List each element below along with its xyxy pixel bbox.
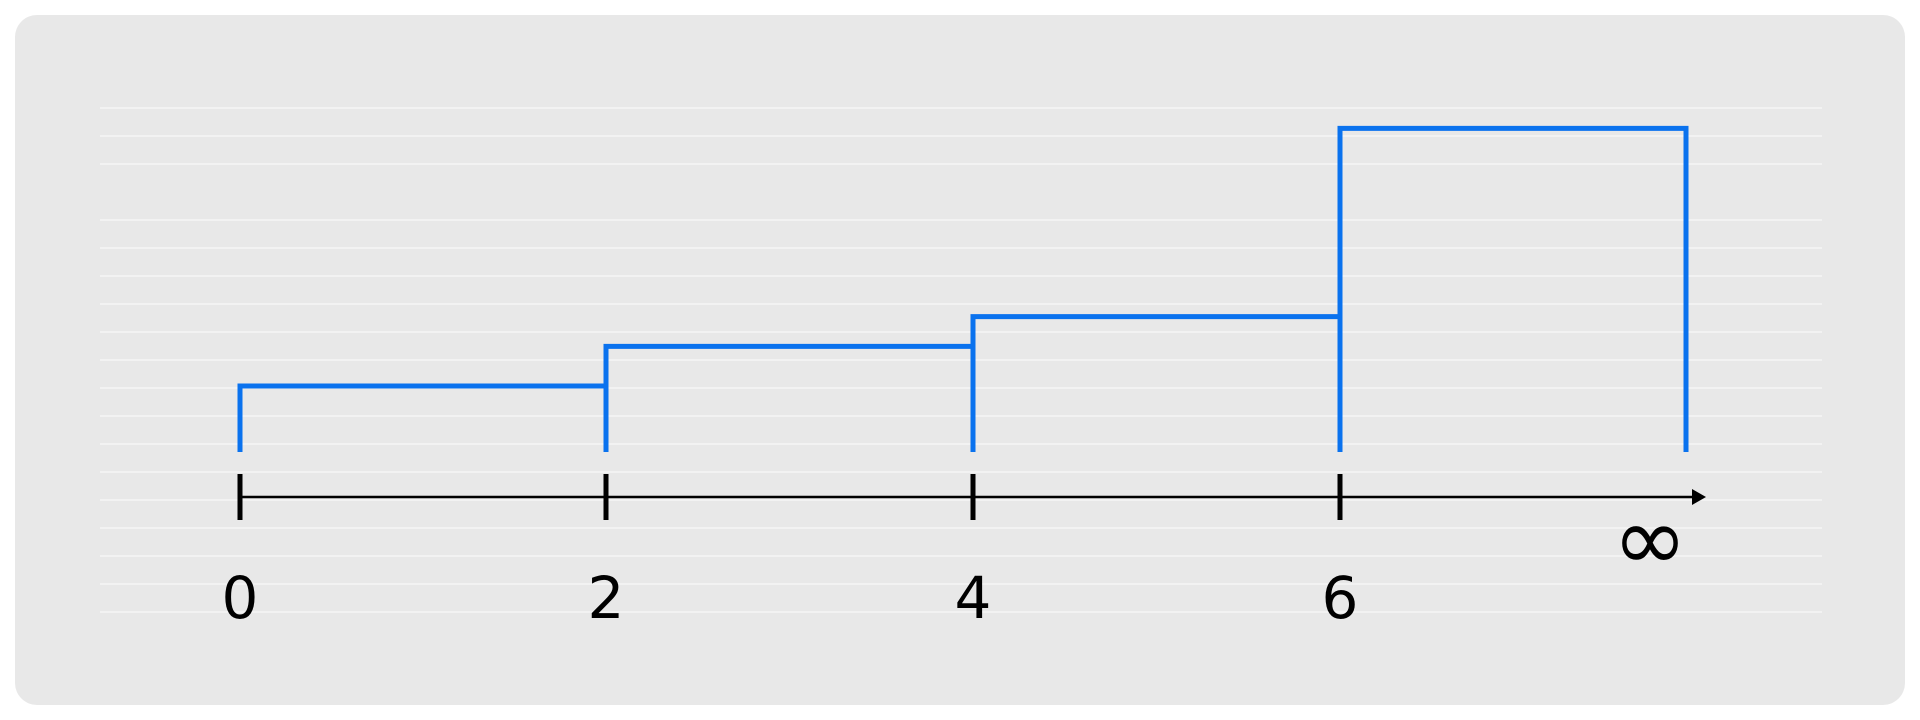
step-segment (237, 383, 609, 452)
x-axis-tick-labels: 0 2 4 6 ∞ (222, 487, 1688, 632)
gridlines (100, 107, 1822, 613)
step-segment (603, 343, 976, 452)
x-axis (240, 489, 1706, 505)
x-tick-label-infinity: ∞ (1613, 487, 1688, 592)
step-segment (970, 314, 1343, 452)
series-steps (237, 125, 1689, 452)
x-tick-label: 6 (1322, 564, 1359, 632)
x-tick-label: 2 (588, 564, 625, 632)
x-axis-ticks (237, 474, 1343, 520)
x-axis-arrow-icon (1692, 489, 1706, 505)
step-segment (1337, 125, 1689, 452)
x-tick-label: 0 (222, 564, 259, 632)
x-tick-label: 4 (955, 564, 992, 632)
